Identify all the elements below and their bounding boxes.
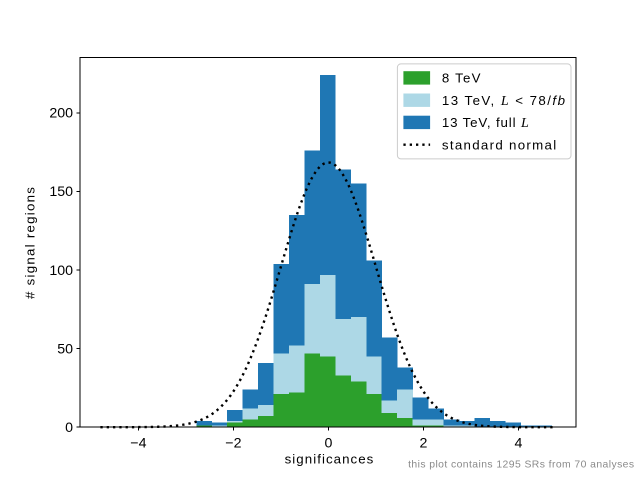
svg-text:50: 50 [57, 341, 73, 357]
svg-text:0: 0 [324, 436, 332, 452]
svg-text:13 TeV, full L: 13 TeV, full L [442, 115, 530, 131]
svg-text:0: 0 [65, 420, 73, 436]
svg-text:4: 4 [514, 436, 522, 452]
svg-text:13 TeV, L < 78/fb: 13 TeV, L < 78/fb [442, 93, 567, 109]
svg-text:−2: −2 [225, 436, 241, 452]
svg-text:significances: significances [285, 452, 375, 467]
svg-text:100: 100 [49, 263, 73, 279]
svg-text:standard normal: standard normal [442, 137, 558, 152]
svg-text:# signal regions: # signal regions [23, 186, 38, 299]
svg-text:200: 200 [49, 106, 73, 122]
svg-text:this plot contains 1295 SRs fr: this plot contains 1295 SRs from 70 anal… [408, 460, 634, 471]
svg-text:2: 2 [419, 436, 427, 452]
svg-text:150: 150 [49, 184, 73, 200]
svg-text:8 TeV: 8 TeV [442, 71, 482, 86]
svg-text:−4: −4 [130, 436, 146, 452]
